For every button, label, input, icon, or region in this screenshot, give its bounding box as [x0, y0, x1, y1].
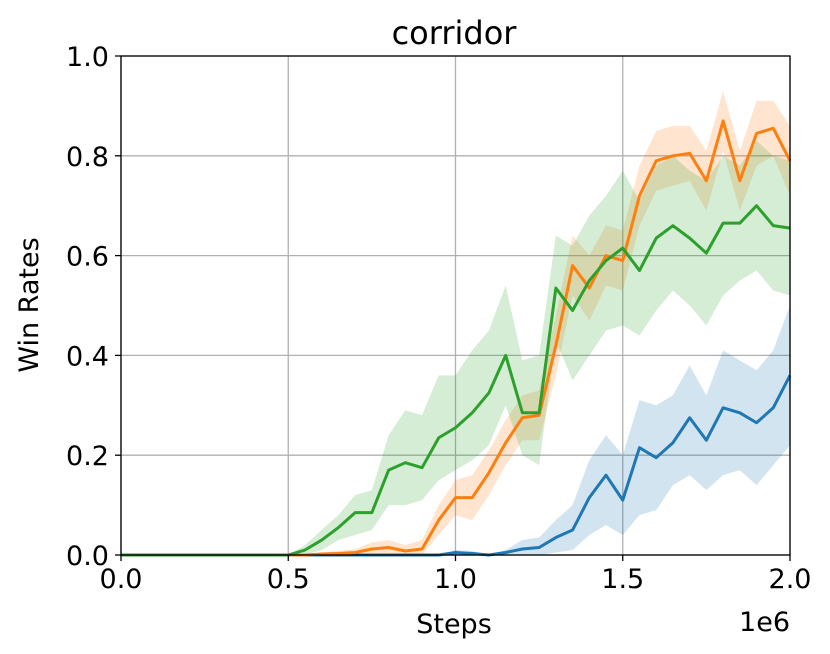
y-tick-label: 0.8 [66, 142, 109, 173]
series-1-band [121, 305, 790, 555]
y-axis-title: Win Rates [14, 237, 45, 372]
x-tick-label: 0.0 [100, 564, 143, 595]
y-tick-label: 0.0 [66, 541, 109, 572]
confidence-bands [121, 90, 790, 556]
axis-ticks: 0.0 0.5 1.0 1.5 2.0 0.0 0.2 0.4 0.6 0.8 1.0 [66, 42, 811, 595]
series-3-band [121, 140, 790, 555]
y-tick-label: 0.4 [66, 341, 109, 372]
x-offset-label: 1e6 [739, 607, 790, 638]
series-2-band [121, 90, 790, 556]
x-tick-label: 1.0 [434, 564, 477, 595]
y-tick-label: 1.0 [66, 42, 109, 73]
x-tick-label: 2.0 [769, 564, 812, 595]
y-tick-label: 0.6 [66, 242, 109, 273]
chart-title: corridor [392, 14, 518, 52]
x-tick-label: 0.5 [267, 564, 310, 595]
x-tick-label: 1.5 [601, 564, 644, 595]
x-axis-title: Steps [416, 609, 492, 640]
y-tick-label: 0.2 [66, 441, 109, 472]
